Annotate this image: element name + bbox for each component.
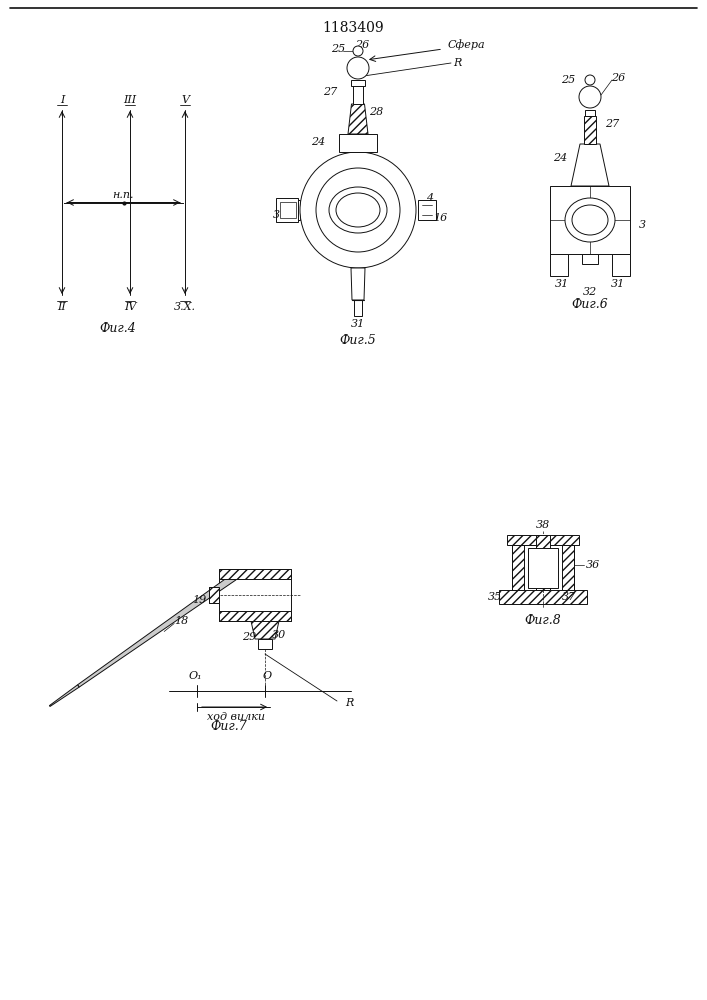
Polygon shape bbox=[258, 639, 272, 649]
Polygon shape bbox=[571, 144, 609, 186]
Polygon shape bbox=[219, 569, 291, 579]
Text: 1183409: 1183409 bbox=[322, 21, 384, 35]
Text: 31: 31 bbox=[611, 279, 625, 289]
Text: 16: 16 bbox=[433, 213, 447, 223]
Ellipse shape bbox=[336, 193, 380, 227]
Text: 38: 38 bbox=[536, 520, 550, 530]
Text: V: V bbox=[181, 95, 189, 105]
Text: I: I bbox=[60, 95, 64, 105]
Text: 26: 26 bbox=[355, 40, 369, 50]
Text: III: III bbox=[124, 95, 136, 105]
Text: 27: 27 bbox=[605, 119, 619, 129]
Text: 25: 25 bbox=[561, 75, 575, 85]
Text: 28: 28 bbox=[369, 107, 383, 117]
Polygon shape bbox=[612, 254, 630, 276]
Circle shape bbox=[347, 57, 369, 79]
Text: 27: 27 bbox=[323, 87, 337, 97]
Text: R: R bbox=[345, 698, 354, 708]
Circle shape bbox=[300, 152, 416, 268]
Text: 29: 29 bbox=[242, 632, 256, 642]
Polygon shape bbox=[354, 300, 362, 316]
Text: 36: 36 bbox=[586, 560, 600, 570]
Text: н.п.: н.п. bbox=[112, 190, 134, 200]
Text: 24: 24 bbox=[553, 153, 567, 163]
Polygon shape bbox=[418, 200, 436, 220]
Polygon shape bbox=[562, 545, 574, 590]
Polygon shape bbox=[78, 574, 236, 687]
Text: II: II bbox=[58, 302, 66, 312]
Polygon shape bbox=[550, 186, 630, 254]
Ellipse shape bbox=[572, 205, 608, 235]
Circle shape bbox=[585, 75, 595, 85]
Polygon shape bbox=[209, 587, 219, 603]
Polygon shape bbox=[499, 590, 587, 604]
Circle shape bbox=[579, 86, 601, 108]
Polygon shape bbox=[582, 254, 598, 264]
Polygon shape bbox=[585, 110, 595, 116]
Text: Сфера: Сфера bbox=[448, 40, 486, 50]
Polygon shape bbox=[536, 535, 550, 590]
Polygon shape bbox=[528, 548, 558, 588]
Text: 35: 35 bbox=[488, 592, 502, 602]
Polygon shape bbox=[348, 104, 368, 134]
Circle shape bbox=[353, 46, 363, 56]
Text: 31: 31 bbox=[351, 319, 365, 329]
Text: 26: 26 bbox=[611, 73, 625, 83]
Text: 31: 31 bbox=[555, 279, 569, 289]
Text: Фиг.8: Фиг.8 bbox=[525, 613, 561, 626]
Text: Фиг.5: Фиг.5 bbox=[339, 334, 376, 347]
Text: R: R bbox=[453, 58, 462, 68]
Polygon shape bbox=[353, 82, 363, 104]
Polygon shape bbox=[276, 198, 298, 222]
Text: 4: 4 bbox=[426, 193, 433, 203]
Polygon shape bbox=[251, 621, 279, 639]
Polygon shape bbox=[351, 80, 365, 86]
Text: 30: 30 bbox=[272, 630, 286, 640]
Polygon shape bbox=[584, 116, 596, 144]
Text: ход вилки: ход вилки bbox=[207, 712, 265, 722]
Text: 19: 19 bbox=[192, 595, 206, 605]
Ellipse shape bbox=[565, 198, 615, 242]
Polygon shape bbox=[49, 685, 79, 706]
Text: Фиг.4: Фиг.4 bbox=[100, 322, 136, 334]
Polygon shape bbox=[280, 202, 296, 218]
Polygon shape bbox=[219, 569, 291, 621]
Text: 18: 18 bbox=[174, 616, 188, 626]
Text: 37: 37 bbox=[562, 592, 576, 602]
Polygon shape bbox=[219, 611, 291, 621]
Text: 3.X.: 3.X. bbox=[174, 302, 196, 312]
Polygon shape bbox=[339, 134, 377, 152]
Text: Фиг.7: Фиг.7 bbox=[211, 720, 247, 732]
Polygon shape bbox=[550, 254, 568, 276]
Text: O₁: O₁ bbox=[188, 671, 201, 681]
Text: 25: 25 bbox=[331, 44, 345, 54]
Text: 32: 32 bbox=[583, 287, 597, 297]
Text: Фиг.6: Фиг.6 bbox=[572, 298, 609, 310]
Text: IV: IV bbox=[124, 302, 136, 312]
Text: 3: 3 bbox=[638, 220, 645, 230]
Circle shape bbox=[316, 168, 400, 252]
Polygon shape bbox=[507, 535, 579, 545]
Text: O: O bbox=[262, 671, 271, 681]
Polygon shape bbox=[512, 545, 524, 590]
Text: 24: 24 bbox=[311, 137, 325, 147]
Polygon shape bbox=[278, 200, 300, 220]
Text: 3: 3 bbox=[272, 210, 279, 220]
Polygon shape bbox=[351, 268, 365, 300]
Polygon shape bbox=[209, 587, 219, 603]
Ellipse shape bbox=[329, 187, 387, 233]
